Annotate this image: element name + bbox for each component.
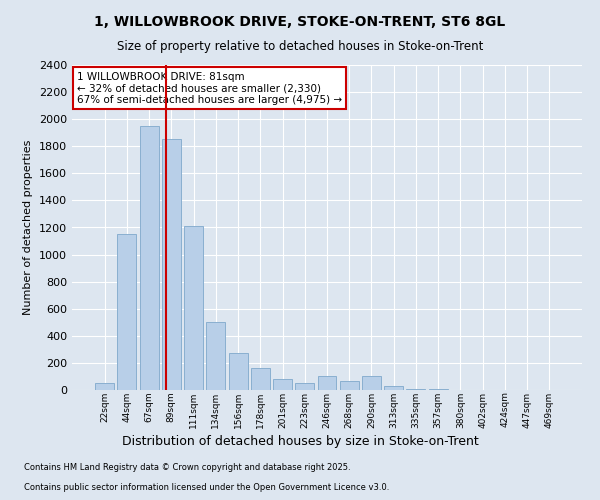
Bar: [118, 234, 136, 390]
Bar: [362, 376, 381, 390]
Text: 1 WILLOWBROOK DRIVE: 81sqm
← 32% of detached houses are smaller (2,330)
67% of s: 1 WILLOWBROOK DRIVE: 81sqm ← 32% of deta…: [77, 72, 342, 104]
Bar: [206, 322, 225, 390]
Bar: [406, 388, 425, 390]
Bar: [95, 383, 114, 390]
Y-axis label: Number of detached properties: Number of detached properties: [23, 140, 34, 315]
Bar: [295, 383, 314, 390]
Bar: [229, 354, 248, 390]
Text: 1, WILLOWBROOK DRIVE, STOKE-ON-TRENT, ST6 8GL: 1, WILLOWBROOK DRIVE, STOKE-ON-TRENT, ST…: [94, 15, 506, 29]
Text: Contains public sector information licensed under the Open Government Licence v3: Contains public sector information licen…: [24, 483, 389, 492]
Text: Size of property relative to detached houses in Stoke-on-Trent: Size of property relative to detached ho…: [117, 40, 483, 53]
Bar: [162, 140, 181, 390]
Bar: [140, 126, 158, 390]
Bar: [273, 379, 292, 390]
Text: Distribution of detached houses by size in Stoke-on-Trent: Distribution of detached houses by size …: [122, 435, 478, 448]
Text: Contains HM Land Registry data © Crown copyright and database right 2025.: Contains HM Land Registry data © Crown c…: [24, 463, 350, 472]
Bar: [340, 380, 359, 390]
Bar: [317, 376, 337, 390]
Bar: [384, 386, 403, 390]
Bar: [184, 226, 203, 390]
Bar: [251, 368, 270, 390]
